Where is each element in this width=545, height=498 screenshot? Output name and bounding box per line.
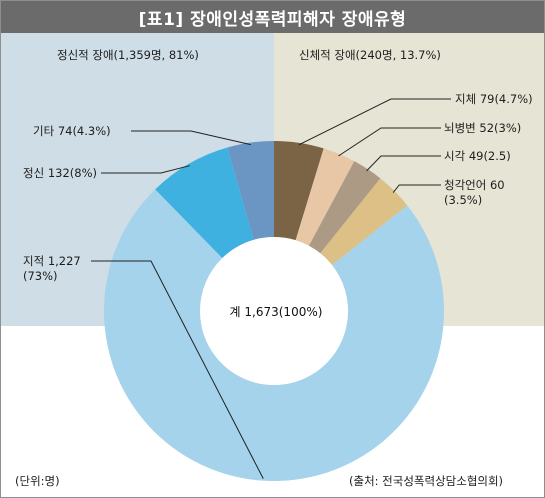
label-gita: 기타 74(4.3%) xyxy=(33,124,111,139)
donut-hole xyxy=(200,237,348,385)
unit-note: (단위:명) xyxy=(15,474,60,488)
label-cheonggak-line2: (3.5%) xyxy=(444,193,483,207)
source-note: (출처: 전국성폭력상담소협의회) xyxy=(349,474,504,488)
label-jeongsin-line1: 정신 132(8%) xyxy=(23,166,97,180)
leader-line-jiche xyxy=(298,98,451,146)
mental-group-header: 정신적 장애(1,359명, 81%) xyxy=(57,48,199,62)
slice-jijeok xyxy=(104,189,444,482)
leader-line-noebyeongbyeon xyxy=(338,127,441,157)
slice-gita xyxy=(227,141,274,240)
slice-jiche xyxy=(274,141,324,241)
label-noebyeongbyeon: 뇌병변 52(3%) xyxy=(444,121,521,136)
slice-sigak xyxy=(308,161,381,254)
label-jijeok: 지적 1,227 (73%) xyxy=(23,254,81,284)
label-jiche-line1: 지체 79(4.7%) xyxy=(455,92,533,106)
label-gita-line1: 기타 74(4.3%) xyxy=(33,124,111,138)
slice-noebyeongbyeon xyxy=(295,148,355,246)
chart-title: [표1] 장애인성폭력피해자 장애유형 xyxy=(138,9,407,30)
label-jijeok-line1: 지적 1,227 xyxy=(23,254,81,268)
slice-cheonggak xyxy=(320,178,408,266)
label-sigak-line1: 시각 49(2.5) xyxy=(444,149,511,163)
physical-group-header: 신체적 장애(240명, 13.7%) xyxy=(299,48,441,62)
leader-line-jijeok xyxy=(91,260,264,479)
label-jeongsin: 정신 132(8%) xyxy=(23,166,97,181)
leader-line-cheonggak xyxy=(392,184,441,193)
label-noebyeongbyeon-line1: 뇌병변 52(3%) xyxy=(444,121,522,135)
center-total-label: 계 1,673(100%) xyxy=(229,305,323,319)
title-bar: [표1] 장애인성폭력피해자 장애유형 xyxy=(1,1,544,33)
label-jijeok-line2: (73%) xyxy=(23,269,58,283)
leader-line-jeongsin xyxy=(101,165,190,174)
label-cheonggak-line1: 청각언어 60 xyxy=(444,178,505,192)
leader-line-gita xyxy=(131,130,251,146)
label-sigak: 시각 49(2.5) xyxy=(444,149,511,164)
label-cheonggak: 청각언어 60 (3.5%) xyxy=(444,178,505,208)
leader-line-sigak xyxy=(366,155,441,172)
label-jiche: 지체 79(4.7%) xyxy=(455,92,533,107)
slice-jeongsin xyxy=(155,147,254,259)
